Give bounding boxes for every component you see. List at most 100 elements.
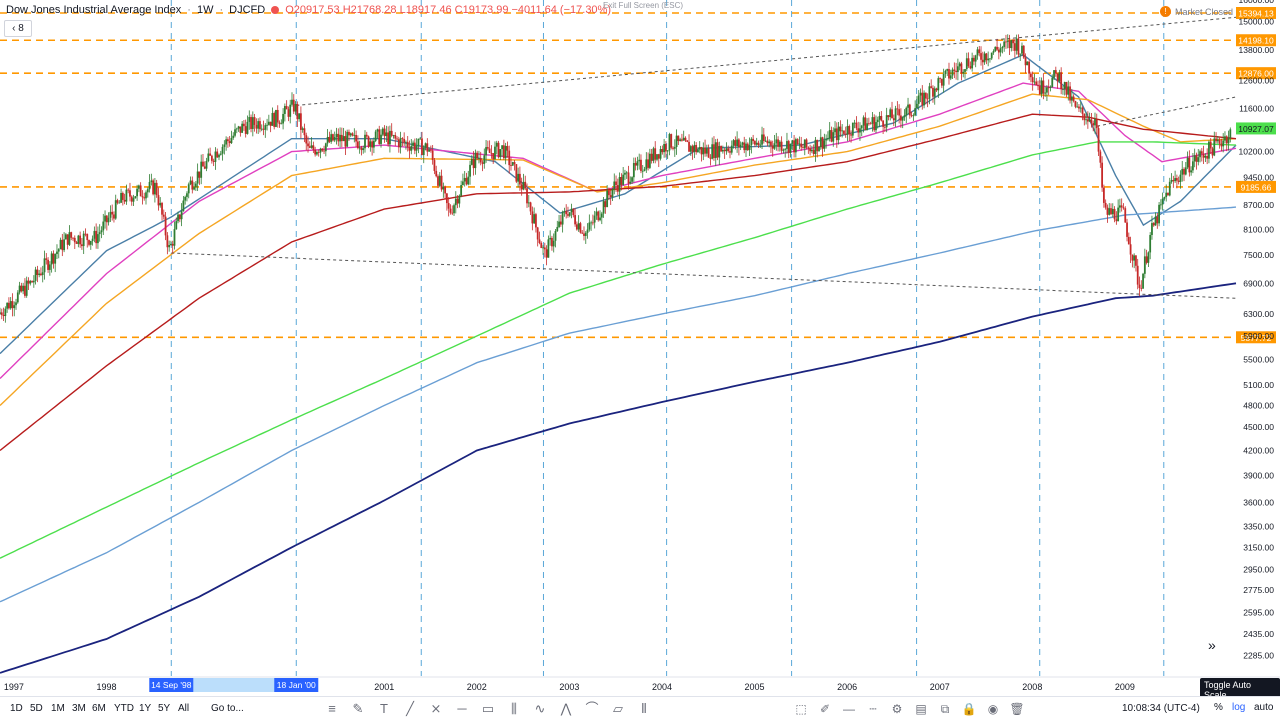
candle-body <box>241 123 244 133</box>
percent-scale-button[interactable]: % <box>1214 702 1223 713</box>
candle-body <box>376 129 379 132</box>
candle-body <box>848 126 851 135</box>
candle-body <box>408 146 411 151</box>
timeframe-5d[interactable]: 5D <box>30 703 43 714</box>
dashed-line-icon[interactable]: ┄ <box>869 702 877 716</box>
candle-body <box>1120 205 1123 208</box>
goto-button[interactable]: Go to... <box>211 703 244 714</box>
candle-body <box>1224 136 1226 141</box>
curve-icon[interactable]: ⌒ <box>585 701 599 716</box>
grid-icon[interactable]: ⦀ <box>641 701 647 716</box>
candle-body <box>1172 180 1175 182</box>
candle-body <box>835 128 838 141</box>
parallel-icon[interactable]: ▱ <box>613 701 623 716</box>
trendline[interactable] <box>1097 96 1237 127</box>
candle-body <box>666 150 669 152</box>
timeframe-1m[interactable]: 1M <box>51 703 65 714</box>
lock-icon[interactable]: 🔒 <box>961 702 977 716</box>
candle-body <box>451 212 454 214</box>
template-icon[interactable]: ▤ <box>915 702 927 716</box>
line-icon[interactable]: ╱ <box>406 701 414 716</box>
fan-icon[interactable]: ⋀ <box>560 701 572 716</box>
candle-body <box>1222 140 1225 147</box>
trendline[interactable] <box>171 252 1237 299</box>
symbol-title[interactable]: Dow Jones Industrial Average Index <box>6 4 182 16</box>
candle-body <box>228 141 231 144</box>
candle-body <box>130 196 133 202</box>
candle-body <box>445 193 448 204</box>
settings-icon[interactable]: ⚙ <box>891 702 903 716</box>
pen-icon[interactable]: ✎ <box>352 701 364 716</box>
time-axis[interactable] <box>0 677 1280 696</box>
candle-body <box>70 232 73 238</box>
trash-icon[interactable]: 🗑 <box>1009 702 1025 716</box>
candle-body <box>262 128 265 130</box>
interval-label[interactable]: 1W <box>196 4 214 16</box>
candle-body <box>1165 192 1168 198</box>
candle-body <box>8 302 10 309</box>
timeframe-5y[interactable]: 5Y <box>158 703 171 714</box>
candle-body <box>358 147 361 149</box>
candle-body <box>1138 284 1141 288</box>
candle-body <box>529 202 532 212</box>
candle-body <box>937 78 940 91</box>
candle-body <box>289 104 292 117</box>
candle-body <box>164 216 167 236</box>
candle-body <box>586 229 589 233</box>
timeframe-6m[interactable]: 6M <box>92 703 106 714</box>
candle-body <box>752 138 755 142</box>
indicator-collapse-button[interactable]: ‹ 8 <box>4 20 32 37</box>
candle-body <box>960 63 963 74</box>
candle-body <box>387 132 390 145</box>
candle-body <box>283 106 286 114</box>
scroll-to-latest-icon[interactable]: » <box>1208 637 1216 653</box>
candle-body <box>866 123 868 131</box>
candle-body <box>1029 73 1032 78</box>
candle-body <box>830 130 833 142</box>
candle-body <box>885 115 888 128</box>
wave-icon[interactable]: ∿ <box>534 701 546 716</box>
candle-body <box>54 254 57 264</box>
price-level-tag <box>1236 122 1276 135</box>
rectangle-icon[interactable]: ▭ <box>481 701 495 716</box>
candle-body <box>303 128 306 136</box>
line-style-icon[interactable]: — <box>843 702 855 716</box>
select-icon[interactable]: ⬚ <box>795 702 807 716</box>
trendline[interactable] <box>296 16 1237 106</box>
horizontal-line-icon[interactable]: ─ <box>457 701 467 716</box>
candle-body <box>1031 77 1034 83</box>
fib-icon[interactable]: ≡ <box>328 701 336 716</box>
text-icon[interactable]: T <box>380 701 388 716</box>
candle-body <box>737 139 740 147</box>
candle-body <box>317 152 320 153</box>
auto-scale-button[interactable]: auto <box>1254 702 1274 713</box>
candle-body <box>883 126 886 128</box>
brush-icon[interactable]: ✐ <box>819 702 831 716</box>
timeframe-3m[interactable]: 3M <box>72 703 86 714</box>
timeframe-all[interactable]: All <box>178 703 190 714</box>
copy-icon[interactable]: ⧉ <box>940 702 950 716</box>
eye-icon[interactable]: ◉ <box>987 702 999 716</box>
candle-body <box>417 138 420 147</box>
timeframe-1d[interactable]: 1D <box>10 703 23 714</box>
candle-body <box>271 112 274 126</box>
candle-body <box>237 126 240 129</box>
candle-body <box>615 181 617 186</box>
timeframe-1y[interactable]: 1Y <box>139 703 152 714</box>
candle-body <box>905 107 908 116</box>
candle-body <box>656 154 658 160</box>
candle-body <box>442 186 445 190</box>
candle-body <box>218 154 220 158</box>
candle-body <box>675 135 678 148</box>
timeframe-ytd[interactable]: YTD <box>114 703 134 714</box>
candle-body <box>266 124 268 126</box>
candle-body <box>526 188 528 204</box>
cross-lines-icon[interactable]: ⨯ <box>430 701 442 716</box>
log-scale-button[interactable]: log <box>1232 702 1246 713</box>
columns-icon[interactable]: ⫼ <box>511 701 517 716</box>
exit-fullscreen-hint[interactable]: Exit Full Screen (ESC) <box>603 1 684 10</box>
candle-body <box>1147 252 1150 263</box>
candle-body <box>955 70 958 73</box>
candle-body <box>1202 153 1205 158</box>
